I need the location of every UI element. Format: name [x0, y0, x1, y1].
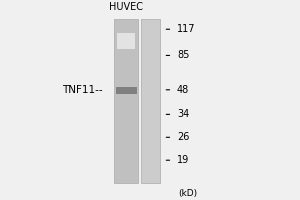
- Text: 117: 117: [177, 24, 195, 34]
- Text: 85: 85: [177, 50, 189, 60]
- Text: TNF11--: TNF11--: [61, 85, 102, 95]
- Text: HUVEC: HUVEC: [109, 2, 143, 12]
- Text: 19: 19: [177, 155, 189, 165]
- Text: 34: 34: [177, 109, 189, 119]
- Bar: [141, 19, 161, 183]
- Bar: [116, 87, 136, 94]
- Bar: [117, 33, 135, 49]
- Text: (kD): (kD): [178, 189, 197, 198]
- Bar: [114, 19, 138, 183]
- Text: 48: 48: [177, 85, 189, 95]
- Text: 26: 26: [177, 132, 189, 142]
